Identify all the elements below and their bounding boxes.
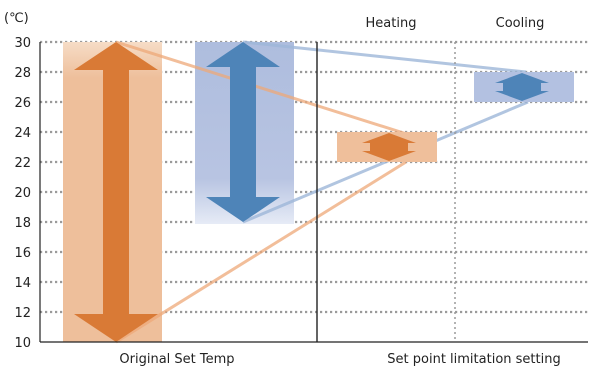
unit-label: (℃)	[4, 11, 29, 26]
heating-upper-limit-line	[115, 40, 411, 137]
y-tick-label-12: 12	[14, 306, 31, 321]
y-tick-label-18: 18	[14, 216, 31, 231]
heating-lower-limit-line	[115, 160, 407, 344]
limited-cooling-range-arrow	[495, 73, 549, 101]
y-tick-label-28: 28	[14, 66, 31, 81]
cooling-column-label: Cooling	[496, 16, 545, 31]
set-point-limitation-label: Set point limitation setting	[387, 352, 560, 367]
cooling-upper-limit-line	[242, 40, 527, 74]
y-axis-tick-labels: 10 12 14 16 18 20 22 24 26 28 30	[14, 36, 31, 351]
original-cooling-range-arrow	[206, 42, 280, 222]
limited-heating-range-arrow	[362, 133, 416, 161]
heating-column-label: Heating	[366, 16, 417, 31]
original-heating-range-arrow	[74, 42, 158, 342]
original-set-temp-label: Original Set Temp	[119, 352, 234, 367]
y-tick-label-14: 14	[14, 276, 31, 291]
y-tick-label-22: 22	[14, 156, 31, 171]
y-tick-label-24: 24	[14, 126, 31, 141]
y-tick-label-20: 20	[14, 186, 31, 201]
y-tick-label-30: 30	[14, 36, 31, 51]
y-tick-label-16: 16	[14, 246, 31, 261]
y-tick-label-26: 26	[14, 96, 31, 111]
y-tick-label-10: 10	[14, 336, 31, 351]
